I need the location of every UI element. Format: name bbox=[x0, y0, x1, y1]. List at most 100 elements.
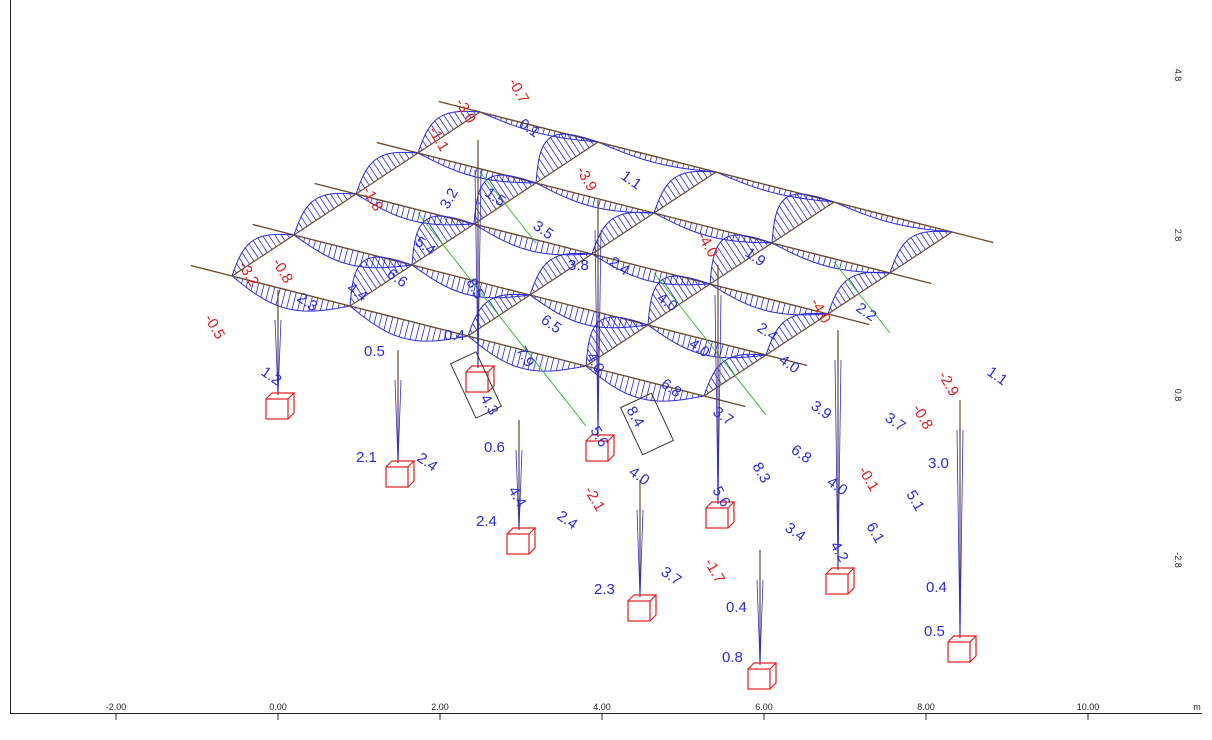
positive-value-label: 4.2 bbox=[827, 539, 852, 566]
moment-hatch bbox=[527, 180, 532, 187]
moment-hatch bbox=[790, 194, 808, 220]
moment-hatch bbox=[894, 260, 900, 268]
moment-hatch bbox=[660, 194, 668, 205]
moment-hatch bbox=[480, 186, 497, 210]
moment-hatch bbox=[506, 346, 512, 363]
moment-hatch bbox=[287, 234, 290, 239]
moment-hatch bbox=[608, 201, 612, 211]
moment-hatch bbox=[544, 298, 547, 306]
moment-hatch bbox=[599, 369, 603, 378]
moment-hatch bbox=[596, 323, 613, 349]
moment-hatch bbox=[631, 264, 636, 276]
positive-value-label: 0.5 bbox=[364, 343, 385, 360]
moment-curve bbox=[647, 324, 767, 359]
moment-hatch bbox=[629, 378, 635, 396]
moment-hatch bbox=[880, 214, 883, 220]
negative-value-label: -3.9 bbox=[573, 164, 601, 195]
moment-hatch bbox=[634, 379, 641, 398]
moment-hatch bbox=[578, 253, 584, 261]
moment-hatch bbox=[454, 111, 463, 124]
column-moment bbox=[756, 579, 764, 666]
moment-hatch bbox=[567, 133, 581, 154]
moment-hatch bbox=[539, 297, 542, 302]
moment-hatch bbox=[645, 382, 651, 400]
negative-value-label: -0.8 bbox=[269, 256, 297, 287]
positive-value-label: 2.4 bbox=[606, 253, 633, 279]
moment-hatch bbox=[741, 234, 755, 255]
moment-hatch bbox=[689, 222, 692, 230]
moment-hatch bbox=[571, 192, 574, 200]
moment-hatch bbox=[572, 253, 580, 264]
moment-hatch bbox=[310, 202, 321, 218]
moment-hatch bbox=[595, 368, 598, 374]
moment-hatch bbox=[521, 122, 524, 129]
moment-hatch bbox=[537, 166, 546, 178]
brace bbox=[479, 171, 537, 244]
brace bbox=[417, 212, 475, 285]
moment-hatch bbox=[455, 333, 458, 339]
moment-hatch bbox=[730, 346, 735, 358]
section-marker bbox=[449, 351, 503, 419]
moment-hatch bbox=[404, 320, 410, 339]
moment-hatch bbox=[554, 301, 558, 312]
moment-hatch bbox=[381, 256, 395, 277]
column-moment bbox=[714, 294, 722, 505]
moment-hatch bbox=[837, 290, 847, 303]
moment-hatch bbox=[343, 248, 349, 264]
negative-value-label: -4.0 bbox=[807, 296, 835, 327]
moment-hatch bbox=[639, 322, 644, 329]
rafter-member bbox=[653, 171, 717, 214]
moment-hatch bbox=[404, 152, 410, 160]
moment-hatch bbox=[515, 121, 518, 127]
moment-hatch bbox=[383, 315, 388, 331]
moment-hatch bbox=[668, 387, 673, 402]
moment-curve bbox=[653, 212, 773, 244]
moment-hatch bbox=[472, 281, 477, 296]
rafter-member bbox=[765, 313, 829, 356]
moment-hatch bbox=[526, 124, 529, 130]
positive-value-label: 2.4 bbox=[414, 449, 441, 475]
moment-hatch bbox=[257, 237, 268, 253]
moment-hatch bbox=[546, 242, 550, 254]
brace bbox=[833, 261, 891, 334]
moment-hatch bbox=[542, 266, 553, 281]
moment-hatch bbox=[574, 307, 579, 322]
moment-hatch bbox=[651, 383, 657, 401]
moment-hatch bbox=[767, 185, 771, 192]
moment-hatch bbox=[642, 267, 647, 280]
moment-hatch bbox=[331, 301, 335, 310]
moment-hatch bbox=[918, 223, 921, 229]
moment-hatch bbox=[388, 257, 400, 275]
moment-hatch bbox=[546, 262, 557, 278]
moment-hatch bbox=[280, 289, 287, 308]
moment-hatch bbox=[569, 305, 574, 320]
moment-hatch bbox=[469, 166, 473, 176]
support-icon bbox=[265, 392, 296, 420]
moment-hatch bbox=[536, 174, 541, 181]
moment-hatch bbox=[393, 318, 399, 336]
moment-hatch bbox=[658, 200, 664, 208]
beam-overhang bbox=[190, 264, 233, 277]
positive-value-label: 3.9 bbox=[808, 397, 835, 423]
moment-hatch bbox=[523, 294, 526, 299]
x-tick-label: 6.00 bbox=[755, 702, 773, 712]
moment-hatch bbox=[682, 334, 686, 347]
moment-hatch bbox=[910, 237, 922, 253]
moment-hatch bbox=[451, 275, 456, 290]
moment-hatch bbox=[586, 357, 591, 364]
moment-hatch bbox=[472, 323, 478, 331]
moment-hatch bbox=[579, 308, 585, 324]
moment-hatch bbox=[686, 276, 698, 294]
moment-hatch bbox=[648, 316, 653, 323]
moment-hatch bbox=[503, 232, 507, 242]
moment-hatch bbox=[542, 145, 559, 169]
moment-hatch bbox=[376, 158, 388, 174]
moment-hatch bbox=[685, 391, 689, 400]
beam-member bbox=[529, 294, 649, 326]
positive-value-label: 2.3 bbox=[594, 581, 615, 598]
moment-hatch bbox=[555, 359, 560, 371]
moment-hatch bbox=[817, 255, 821, 264]
moment-hatch bbox=[692, 337, 697, 352]
moment-hatch bbox=[866, 267, 869, 273]
moment-hatch bbox=[858, 273, 869, 288]
